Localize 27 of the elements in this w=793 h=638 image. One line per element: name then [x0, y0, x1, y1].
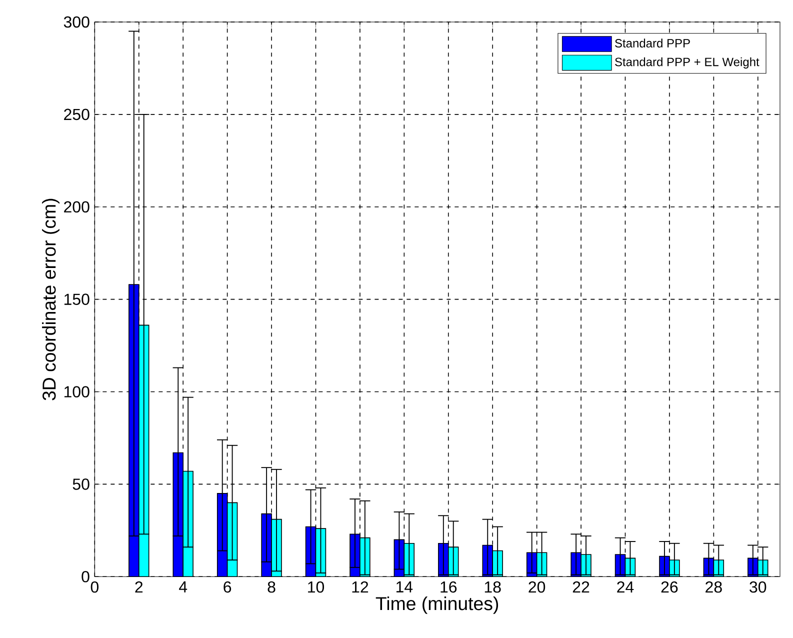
x-tick-label: 20 [528, 581, 546, 593]
y-tick-label: 250 [64, 108, 90, 120]
y-tick-label: 200 [64, 201, 90, 213]
y-tick-label: 50 [72, 478, 90, 490]
x-tick-label: 6 [224, 581, 232, 593]
x-tick-label: 4 [179, 581, 188, 592]
y-tick-label: 100 [64, 386, 90, 398]
y-axis-title: 3D coordinate error (cm) [42, 198, 60, 400]
x-tick-label: 12 [352, 581, 368, 593]
x-tick-label: 14 [396, 581, 413, 592]
x-tick-label: 24 [617, 581, 634, 593]
x-tick-label: 16 [440, 581, 457, 593]
legend-label: Standard PPP + EL Weight [615, 57, 760, 69]
x-tick-label: 2 [135, 581, 143, 593]
x-tick-label: 30 [750, 581, 766, 593]
x-axis-title: Time (minutes) [376, 596, 498, 614]
x-tick-label: 18 [484, 581, 501, 593]
y-tick-label: 300 [64, 16, 90, 28]
x-tick-label: 8 [268, 581, 276, 593]
x-tick-label: 22 [572, 581, 590, 593]
y-tick-label: 150 [64, 294, 90, 305]
x-tick-label: 28 [706, 581, 722, 593]
x-tick-label: 26 [661, 581, 678, 593]
y-tick-label: 0 [82, 570, 90, 582]
x-tick-label: 0 [90, 581, 99, 593]
x-tick-label: 10 [308, 581, 324, 593]
legend-label: Standard PPP [615, 38, 690, 48]
